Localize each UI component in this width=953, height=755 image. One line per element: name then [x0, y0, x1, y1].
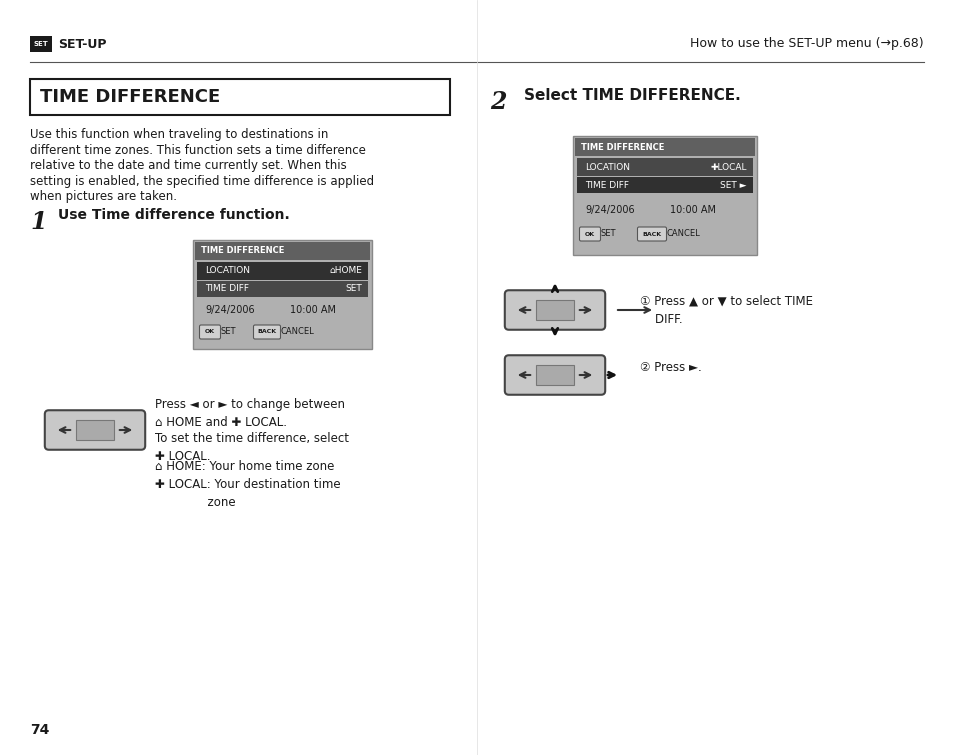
FancyBboxPatch shape — [575, 138, 754, 156]
Text: ⌂ HOME: Your home time zone
✚ LOCAL: Your destination time
              zone: ⌂ HOME: Your home time zone ✚ LOCAL: You… — [154, 460, 340, 509]
Text: 10:00 AM: 10:00 AM — [290, 305, 335, 315]
FancyBboxPatch shape — [577, 177, 752, 193]
Text: 2: 2 — [490, 90, 506, 114]
FancyBboxPatch shape — [196, 262, 368, 280]
Text: LOCATION: LOCATION — [205, 267, 250, 276]
FancyBboxPatch shape — [30, 79, 450, 115]
Text: ② Press ►.: ② Press ►. — [639, 362, 701, 374]
Text: 9/24/2006: 9/24/2006 — [584, 205, 634, 215]
FancyBboxPatch shape — [637, 227, 666, 241]
Text: LOCATION: LOCATION — [584, 162, 629, 171]
Text: Select TIME DIFFERENCE.: Select TIME DIFFERENCE. — [523, 88, 740, 103]
FancyBboxPatch shape — [45, 410, 145, 450]
Text: OK: OK — [584, 232, 595, 236]
Text: SET: SET — [33, 41, 49, 47]
Text: Use Time difference function.: Use Time difference function. — [58, 208, 290, 222]
Text: How to use the SET-UP menu (→p.68): How to use the SET-UP menu (→p.68) — [690, 38, 923, 51]
Text: Press ◄ or ► to change between
⌂ HOME and ✚ LOCAL.: Press ◄ or ► to change between ⌂ HOME an… — [154, 398, 345, 429]
FancyBboxPatch shape — [577, 158, 752, 176]
FancyBboxPatch shape — [578, 227, 599, 241]
Text: SET: SET — [221, 328, 236, 337]
Text: 9/24/2006: 9/24/2006 — [205, 305, 254, 315]
Text: 1: 1 — [30, 210, 47, 234]
Text: Use this function when traveling to destinations in: Use this function when traveling to dest… — [30, 128, 328, 141]
Text: BACK: BACK — [257, 329, 276, 334]
Text: ⌂HOME: ⌂HOME — [329, 267, 361, 276]
Text: SET: SET — [600, 230, 616, 239]
Text: ① Press ▲ or ▼ to select TIME
    DIFF.: ① Press ▲ or ▼ to select TIME DIFF. — [639, 295, 812, 326]
Text: SET-UP: SET-UP — [58, 38, 107, 51]
Text: setting is enabled, the specified time difference is applied: setting is enabled, the specified time d… — [30, 174, 374, 187]
FancyBboxPatch shape — [253, 325, 280, 339]
Text: OK: OK — [205, 329, 214, 334]
Text: TIME DIFFERENCE: TIME DIFFERENCE — [40, 88, 220, 106]
FancyBboxPatch shape — [194, 242, 370, 260]
FancyBboxPatch shape — [193, 240, 372, 349]
Text: ✚LOCAL: ✚LOCAL — [710, 162, 746, 171]
Text: TIME DIFFERENCE: TIME DIFFERENCE — [201, 246, 284, 255]
Text: To set the time difference, select
✚ LOCAL.: To set the time difference, select ✚ LOC… — [154, 432, 349, 463]
FancyBboxPatch shape — [504, 290, 604, 330]
Text: CANCEL: CANCEL — [281, 328, 314, 337]
Text: TIME DIFFERENCE: TIME DIFFERENCE — [580, 143, 663, 152]
FancyBboxPatch shape — [536, 365, 574, 386]
Text: different time zones. This function sets a time difference: different time zones. This function sets… — [30, 143, 366, 156]
FancyBboxPatch shape — [536, 300, 574, 320]
FancyBboxPatch shape — [573, 136, 757, 255]
FancyBboxPatch shape — [76, 420, 113, 440]
Text: TIME DIFF: TIME DIFF — [584, 180, 628, 190]
Text: 10:00 AM: 10:00 AM — [669, 205, 716, 215]
Text: BACK: BACK — [641, 232, 660, 236]
Text: 74: 74 — [30, 723, 50, 737]
Text: SET ►: SET ► — [720, 180, 746, 190]
Text: relative to the date and time currently set. When this: relative to the date and time currently … — [30, 159, 346, 172]
Text: CANCEL: CANCEL — [666, 230, 700, 239]
Text: TIME DIFF: TIME DIFF — [205, 285, 249, 294]
FancyBboxPatch shape — [199, 325, 220, 339]
FancyBboxPatch shape — [504, 356, 604, 395]
Text: when pictures are taken.: when pictures are taken. — [30, 190, 177, 203]
Text: SET: SET — [345, 285, 361, 294]
FancyBboxPatch shape — [30, 36, 52, 52]
FancyBboxPatch shape — [196, 281, 368, 297]
